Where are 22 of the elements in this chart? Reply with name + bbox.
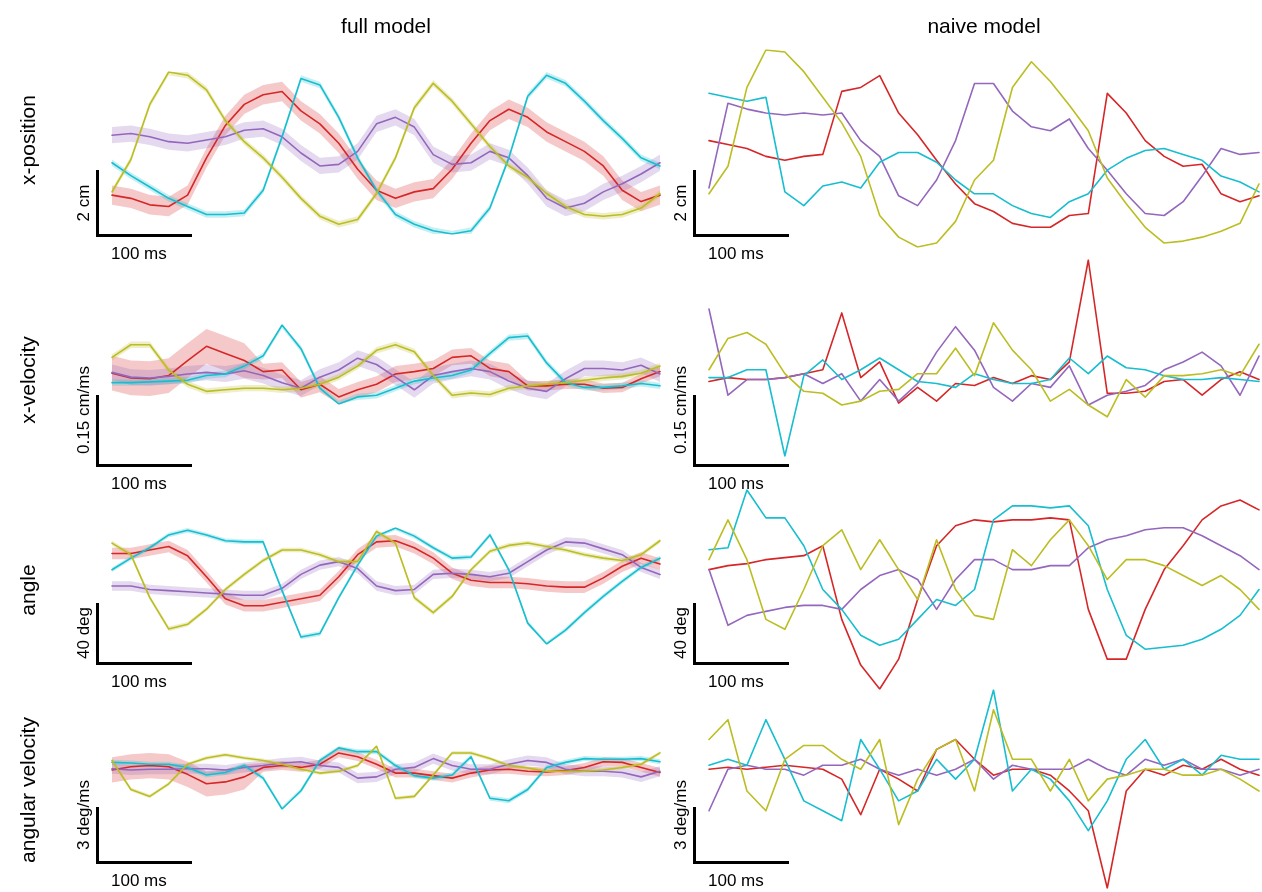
text: 100 ms — [111, 671, 167, 691]
y-axis-title: x-position — [15, 95, 39, 185]
chart-title: full model — [341, 13, 431, 37]
annotation: 100 ms — [708, 473, 764, 493]
annotation: 100 ms — [708, 243, 764, 263]
text: 100 ms — [111, 243, 167, 263]
chart-title: naive model — [927, 13, 1041, 37]
text: 100 ms — [111, 870, 167, 890]
text: 0.15 cm/ms — [73, 366, 93, 454]
text: 2 cm — [73, 184, 93, 221]
text: 3 deg/ms — [670, 779, 690, 850]
y-axis-title: x-velocity — [15, 336, 39, 424]
text: 40 deg — [73, 607, 93, 659]
y-axis-title: angular velocity — [15, 717, 39, 863]
annotation: 100 ms — [708, 671, 764, 691]
text: 3 deg/ms — [73, 779, 93, 850]
text: 0.15 cm/ms — [670, 366, 690, 454]
text: 100 ms — [111, 473, 167, 493]
text: 2 cm — [670, 184, 690, 221]
annotation: 100 ms — [708, 870, 764, 890]
text: 40 deg — [670, 607, 690, 659]
y-axis-title: angle — [15, 564, 39, 616]
